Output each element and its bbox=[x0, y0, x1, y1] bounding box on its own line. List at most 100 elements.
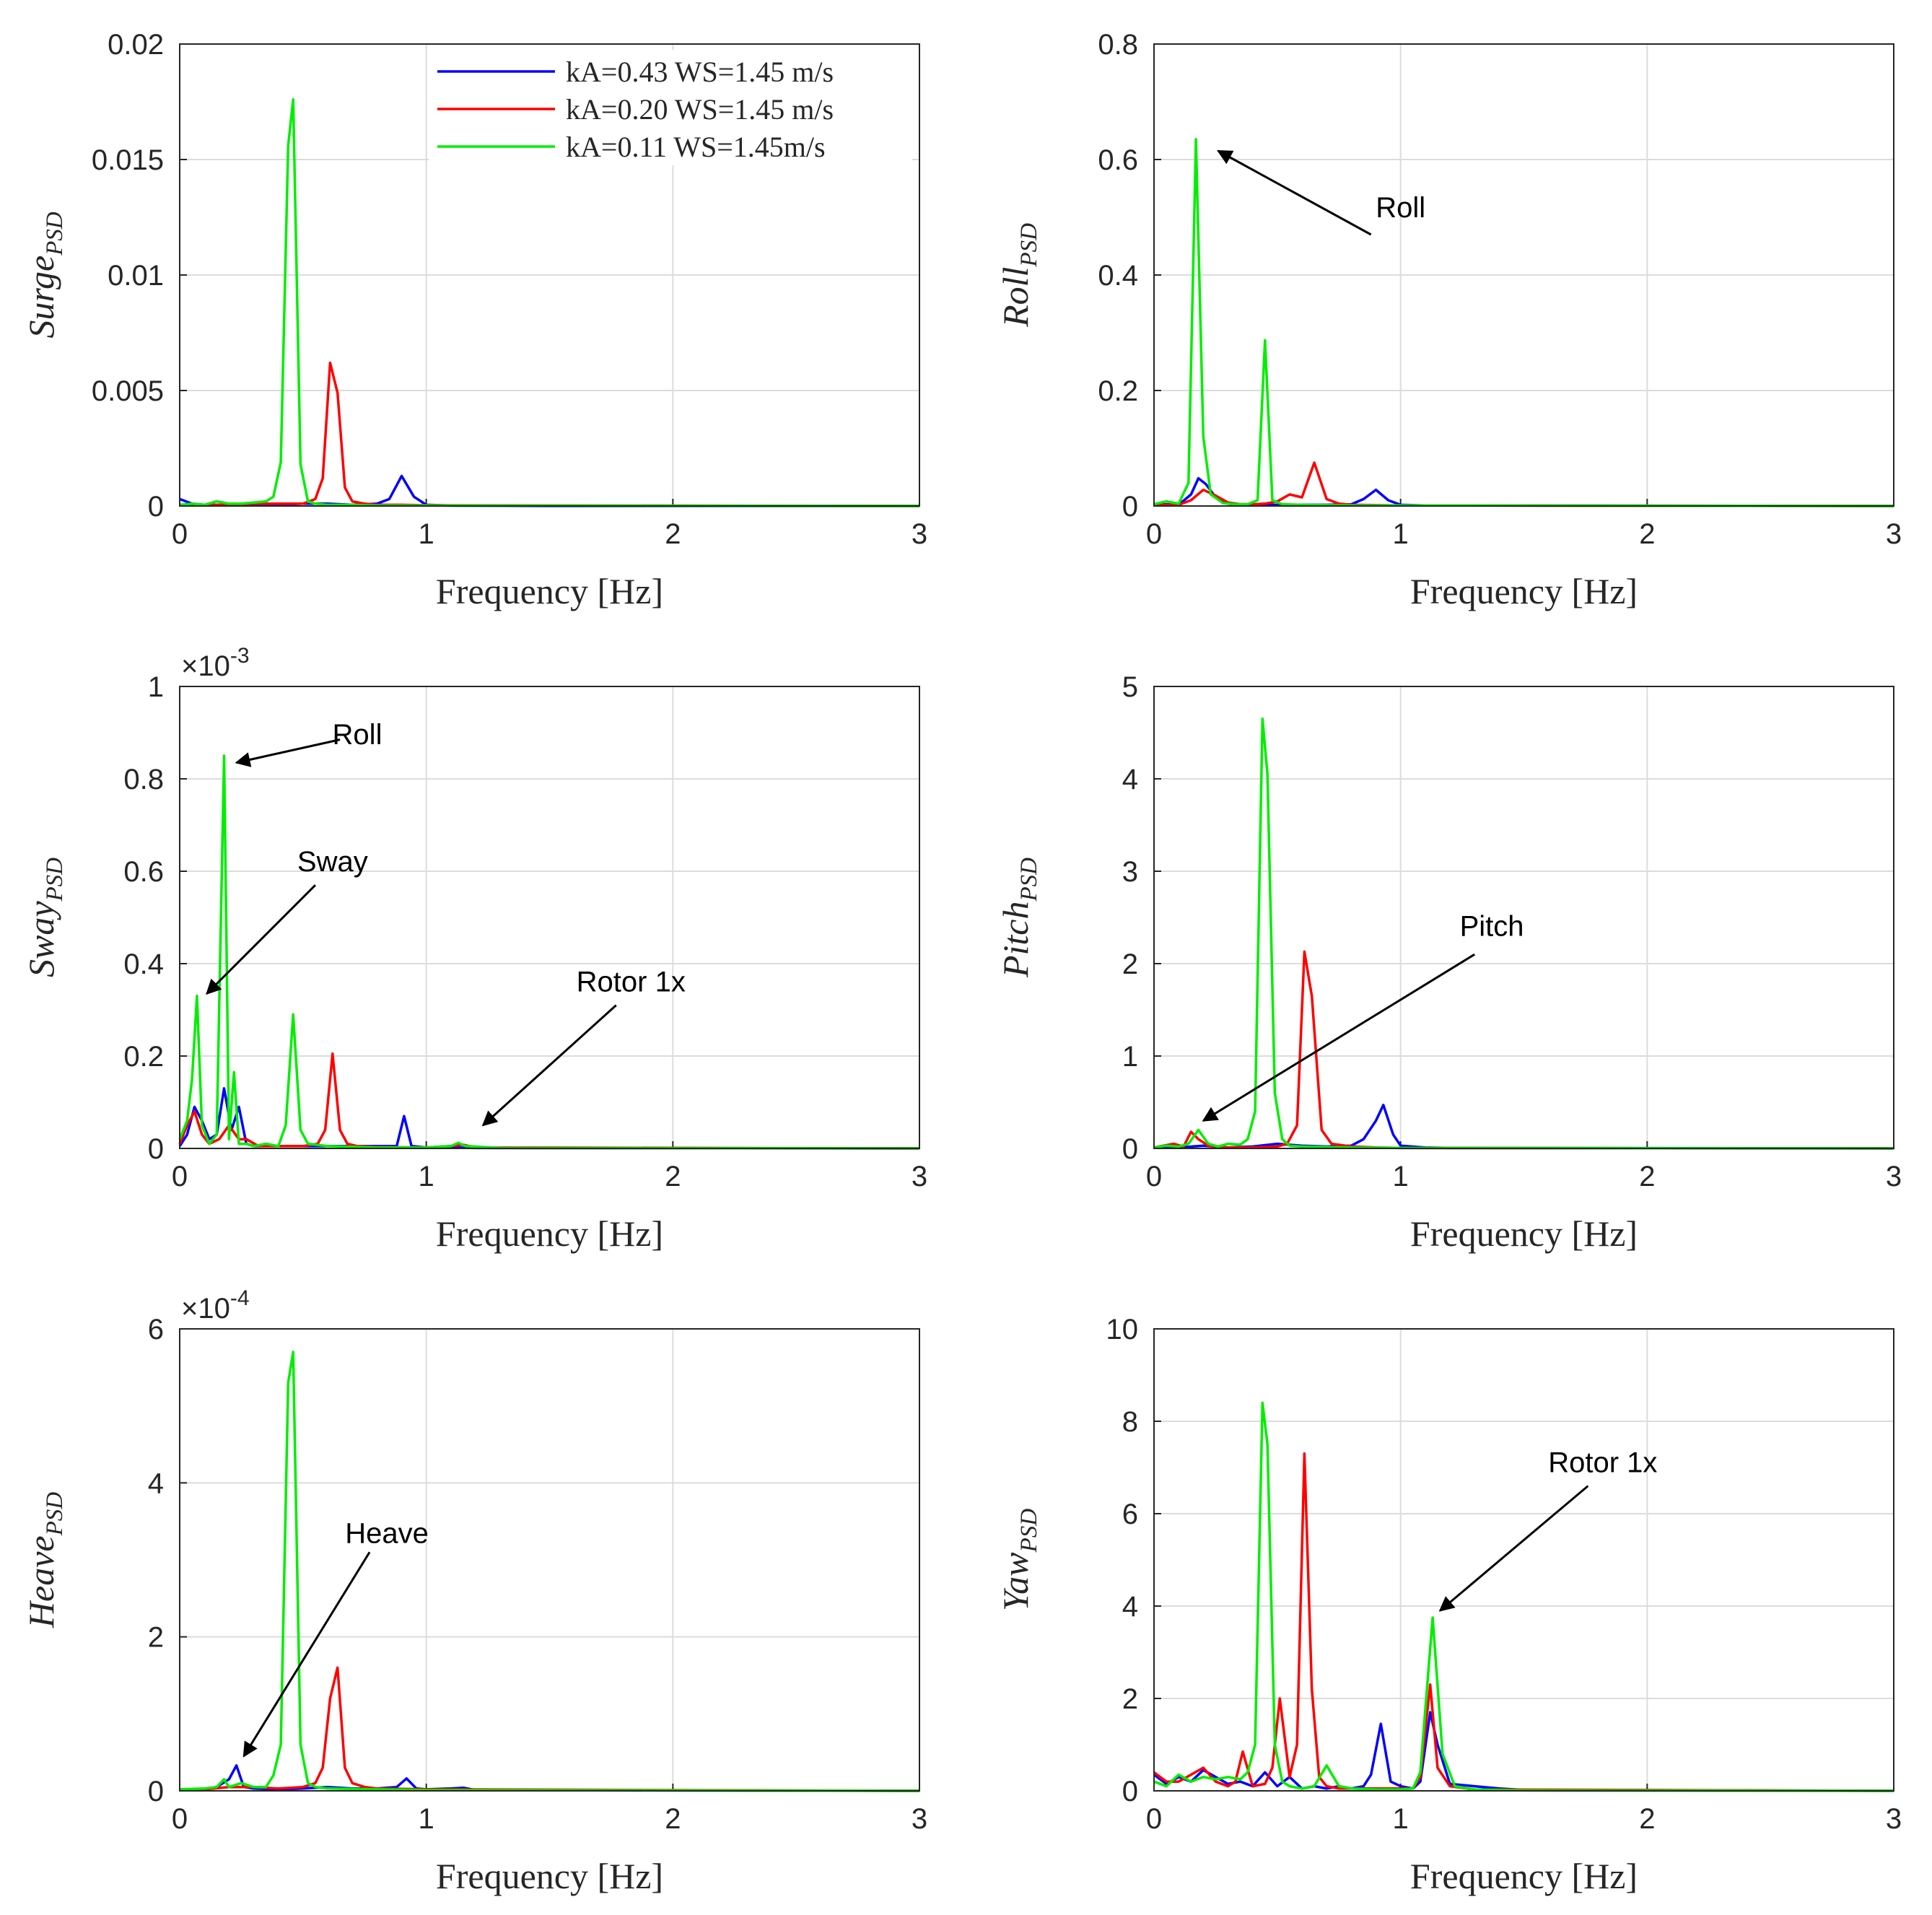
sway-y-axis-label-sub: PSD bbox=[42, 858, 68, 902]
yaw-y-axis-label: YawPSD bbox=[995, 1509, 1042, 1611]
heave-axis-exponent-power: -4 bbox=[230, 1286, 250, 1310]
pitch-y-tick-label: 1 bbox=[1122, 1041, 1138, 1073]
sway-annotation-label-3: Rotor 1x bbox=[577, 966, 686, 998]
heave-axis-exponent-base: ×10 bbox=[181, 1293, 230, 1325]
sway-y-tick-label: 0 bbox=[148, 1133, 164, 1165]
heave-series-3-line bbox=[179, 1351, 920, 1792]
sway-y-tick-label: 1 bbox=[148, 671, 164, 703]
surge-y-axis-label-main: Surge bbox=[21, 256, 61, 339]
pitch-y-axis-label-sub: PSD bbox=[1016, 858, 1042, 902]
sway-y-tick-label: 0.6 bbox=[123, 856, 164, 888]
sway-y-axis-label: SwayPSD bbox=[21, 858, 68, 977]
roll-y-axis-label: RollPSD bbox=[995, 223, 1042, 328]
sway-x-tick-label: 2 bbox=[665, 1161, 681, 1192]
surge-x-axis-label: Frequency [Hz] bbox=[436, 571, 663, 611]
heave-x-tick-label: 2 bbox=[665, 1803, 681, 1835]
surge-y-axis-label: SurgePSD bbox=[21, 211, 68, 338]
pitch-x-tick-label: 0 bbox=[1146, 1161, 1162, 1192]
sway-annotation-arrow-2 bbox=[206, 884, 316, 995]
heave-y-tick-label: 2 bbox=[148, 1622, 164, 1654]
pitch-y-tick-label: 5 bbox=[1122, 671, 1138, 703]
yaw-y-axis-label-main: Yaw bbox=[995, 1552, 1036, 1611]
sway-axis-exponent-base: ×10 bbox=[181, 650, 230, 682]
pitch-annotation-arrow-1 bbox=[1202, 953, 1475, 1122]
surge-y-tick-label: 0.01 bbox=[108, 260, 164, 292]
pitch-y-tick-label: 3 bbox=[1122, 856, 1138, 888]
yaw-plot-area bbox=[1154, 1329, 1894, 1791]
pitch-y-tick-label: 0 bbox=[1122, 1133, 1138, 1165]
sway-x-axis-label: Frequency [Hz] bbox=[436, 1213, 663, 1254]
sway-y-axis-label-main: Sway bbox=[21, 901, 61, 977]
pitch-x-tick-label: 2 bbox=[1639, 1161, 1655, 1192]
sway-y-tick-label: 0.4 bbox=[123, 948, 164, 980]
surge-legend-label-3: kA=0.11 WS=1.45m/s bbox=[566, 131, 826, 163]
yaw-y-tick-label: 0 bbox=[1122, 1776, 1138, 1807]
sway-x-tick-label: 0 bbox=[172, 1161, 188, 1192]
surge-x-tick-label: 0 bbox=[172, 518, 188, 550]
surge-x-tick-label: 3 bbox=[912, 518, 927, 550]
sway-x-tick-label: 1 bbox=[419, 1161, 434, 1192]
yaw-x-axis-label: Frequency [Hz] bbox=[1410, 1856, 1638, 1896]
heave-axis-exponent: ×10-4 bbox=[181, 1286, 250, 1325]
heave-axes-frame bbox=[179, 1328, 920, 1792]
pitch-plot-area bbox=[1154, 686, 1894, 1148]
pitch-y-tick-label: 2 bbox=[1122, 948, 1138, 980]
pitch-x-axis-label: Frequency [Hz] bbox=[1410, 1213, 1638, 1254]
surge-y-tick-label: 0 bbox=[148, 491, 164, 523]
pitch-y-axis-label-main: Pitch bbox=[995, 901, 1036, 978]
roll-y-tick-label: 0.2 bbox=[1098, 375, 1138, 407]
sway-y-tick-label: 0.8 bbox=[123, 764, 164, 795]
roll-series-3-line bbox=[1153, 138, 1894, 507]
surge-x-tick-label: 2 bbox=[665, 518, 681, 550]
heave-annotation-arrow-1 bbox=[242, 1551, 371, 1758]
surge-series-3-line bbox=[179, 98, 920, 507]
pitch-y-axis-label: PitchPSD bbox=[995, 858, 1042, 978]
heave-x-axis-label: Frequency [Hz] bbox=[436, 1856, 663, 1896]
roll-y-tick-label: 0.6 bbox=[1098, 144, 1138, 176]
surge-y-tick-label: 0.02 bbox=[108, 29, 164, 61]
yaw-y-tick-label: 4 bbox=[1122, 1591, 1138, 1623]
pitch-y-tick-label: 4 bbox=[1122, 764, 1138, 795]
pitch-x-tick-label: 1 bbox=[1393, 1161, 1409, 1192]
yaw-x-tick-label: 0 bbox=[1146, 1803, 1162, 1835]
roll-y-tick-label: 0.4 bbox=[1098, 260, 1138, 292]
sway-plot-area bbox=[180, 686, 919, 1148]
sway-axis-exponent: ×10-3 bbox=[181, 644, 250, 682]
panel-surge: 0 1 2 3 0 0.005 0.01 0.015 0.02 Frequency [Hz] Sur… bbox=[21, 29, 927, 611]
heave-y-tick-label: 4 bbox=[148, 1467, 164, 1499]
surge-y-axis-label-sub: PSD bbox=[42, 211, 68, 256]
pitch-series-3-line bbox=[1153, 717, 1894, 1150]
roll-x-tick-label: 3 bbox=[1886, 518, 1902, 550]
yaw-y-axis-label-sub: PSD bbox=[1016, 1509, 1042, 1553]
yaw-y-tick-label: 6 bbox=[1122, 1499, 1138, 1530]
roll-x-axis-label: Frequency [Hz] bbox=[1410, 571, 1638, 611]
yaw-y-tick-label: 10 bbox=[1106, 1314, 1139, 1345]
sway-series-3-line bbox=[178, 754, 920, 1150]
pitch-axes-frame bbox=[1153, 686, 1894, 1149]
surge-x-tick-label: 1 bbox=[419, 518, 434, 550]
surge-axes-frame bbox=[179, 43, 920, 507]
roll-y-axis-label-sub: PSD bbox=[1016, 223, 1042, 268]
heave-series-2-line bbox=[179, 1666, 920, 1792]
heave-y-axis-label-sub: PSD bbox=[42, 1492, 68, 1537]
yaw-series-3-line bbox=[1153, 1401, 1894, 1792]
roll-x-tick-label: 2 bbox=[1639, 518, 1655, 550]
roll-y-tick-label: 0.8 bbox=[1098, 29, 1138, 61]
pitch-x-tick-label: 3 bbox=[1886, 1161, 1902, 1192]
sway-annotation-label-2: Sway bbox=[297, 846, 368, 878]
heave-x-tick-label: 1 bbox=[419, 1803, 434, 1835]
surge-y-tick-label: 0.005 bbox=[92, 375, 164, 407]
heave-y-axis-label: HeavePSD bbox=[21, 1492, 68, 1628]
yaw-annotation-arrow-1 bbox=[1438, 1485, 1589, 1612]
roll-annotation-arrow-1 bbox=[1216, 149, 1372, 236]
heave-y-tick-label: 0 bbox=[148, 1776, 164, 1807]
heave-plot-area bbox=[180, 1329, 919, 1791]
sway-y-tick-label: 0.2 bbox=[123, 1041, 164, 1073]
sway-annotation-label-1: Roll bbox=[333, 719, 383, 751]
roll-series-2-line bbox=[1154, 461, 1894, 507]
